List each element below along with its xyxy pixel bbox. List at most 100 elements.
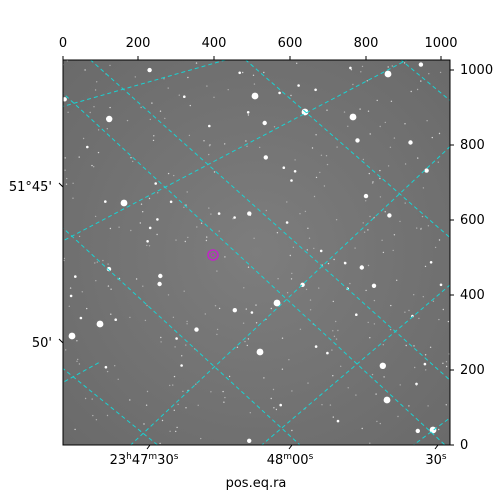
bright-star — [349, 113, 357, 121]
star — [97, 129, 100, 131]
star — [203, 140, 205, 142]
star — [439, 283, 443, 287]
star — [185, 204, 187, 206]
star — [149, 118, 151, 121]
star — [169, 384, 171, 387]
star — [216, 333, 218, 336]
pixel-axis-top: 0 200 400 600 800 1000 — [59, 36, 458, 60]
star — [216, 328, 219, 331]
star — [129, 316, 131, 319]
star — [331, 349, 333, 351]
top-tick-label: 0 — [59, 36, 67, 51]
image-frame — [62, 59, 451, 446]
star — [405, 344, 407, 347]
star — [130, 229, 132, 232]
star — [95, 419, 98, 421]
star — [307, 382, 309, 384]
star — [291, 429, 293, 432]
star — [180, 364, 183, 367]
ra-tick-label: 30s — [425, 452, 447, 468]
star — [332, 300, 334, 303]
star — [332, 330, 334, 332]
star — [208, 153, 210, 156]
star — [281, 368, 284, 370]
grid-line — [412, 417, 450, 445]
star — [140, 106, 142, 109]
star — [65, 349, 67, 351]
bright-star — [273, 299, 281, 307]
star — [174, 346, 176, 348]
star — [94, 89, 97, 91]
star — [92, 414, 94, 417]
grid-line — [63, 60, 228, 107]
star — [186, 320, 188, 323]
star — [296, 62, 298, 64]
star — [429, 261, 433, 264]
star — [293, 170, 297, 173]
star — [424, 168, 429, 173]
star — [259, 146, 261, 149]
star — [335, 338, 338, 340]
star — [107, 285, 110, 287]
star — [379, 125, 381, 128]
star — [321, 404, 323, 406]
star — [93, 166, 95, 168]
star — [129, 399, 131, 401]
star — [175, 430, 177, 433]
grid-line — [63, 227, 301, 445]
star — [187, 76, 189, 79]
grid-line — [400, 60, 450, 102]
star — [195, 62, 198, 64]
star — [246, 344, 248, 347]
star — [359, 265, 364, 270]
star — [421, 215, 424, 218]
star — [318, 287, 320, 289]
star — [186, 191, 188, 193]
star — [361, 427, 363, 430]
star — [290, 179, 293, 182]
star — [389, 146, 392, 148]
star — [110, 313, 112, 315]
star — [151, 102, 153, 104]
star — [404, 311, 406, 313]
target-marker-inner — [210, 252, 216, 258]
star — [146, 240, 149, 243]
star — [182, 390, 184, 393]
star — [110, 288, 112, 290]
star — [389, 328, 392, 331]
star — [291, 272, 293, 275]
star — [426, 120, 428, 122]
star — [195, 383, 197, 385]
star — [417, 157, 419, 159]
star — [156, 233, 158, 236]
star — [89, 111, 91, 114]
star — [208, 124, 211, 128]
star — [319, 171, 321, 174]
star — [335, 320, 337, 323]
star — [379, 177, 381, 180]
target-marker-outer[interactable] — [207, 249, 219, 261]
star — [160, 336, 162, 339]
star — [424, 265, 427, 268]
star — [175, 239, 177, 241]
right-tick-label: 800 — [460, 138, 485, 153]
star — [78, 156, 80, 158]
star — [384, 121, 386, 124]
star — [157, 281, 162, 287]
star — [415, 428, 420, 434]
star — [262, 120, 267, 126]
star — [250, 311, 254, 314]
star — [408, 140, 413, 145]
star — [96, 81, 98, 83]
star — [291, 390, 293, 392]
star — [415, 384, 418, 387]
star — [245, 308, 247, 310]
star — [387, 213, 392, 218]
star — [369, 215, 371, 218]
star — [106, 414, 109, 417]
star — [335, 219, 338, 221]
grid-line — [63, 361, 101, 383]
star — [187, 236, 189, 239]
star — [86, 145, 89, 149]
star — [126, 119, 129, 122]
